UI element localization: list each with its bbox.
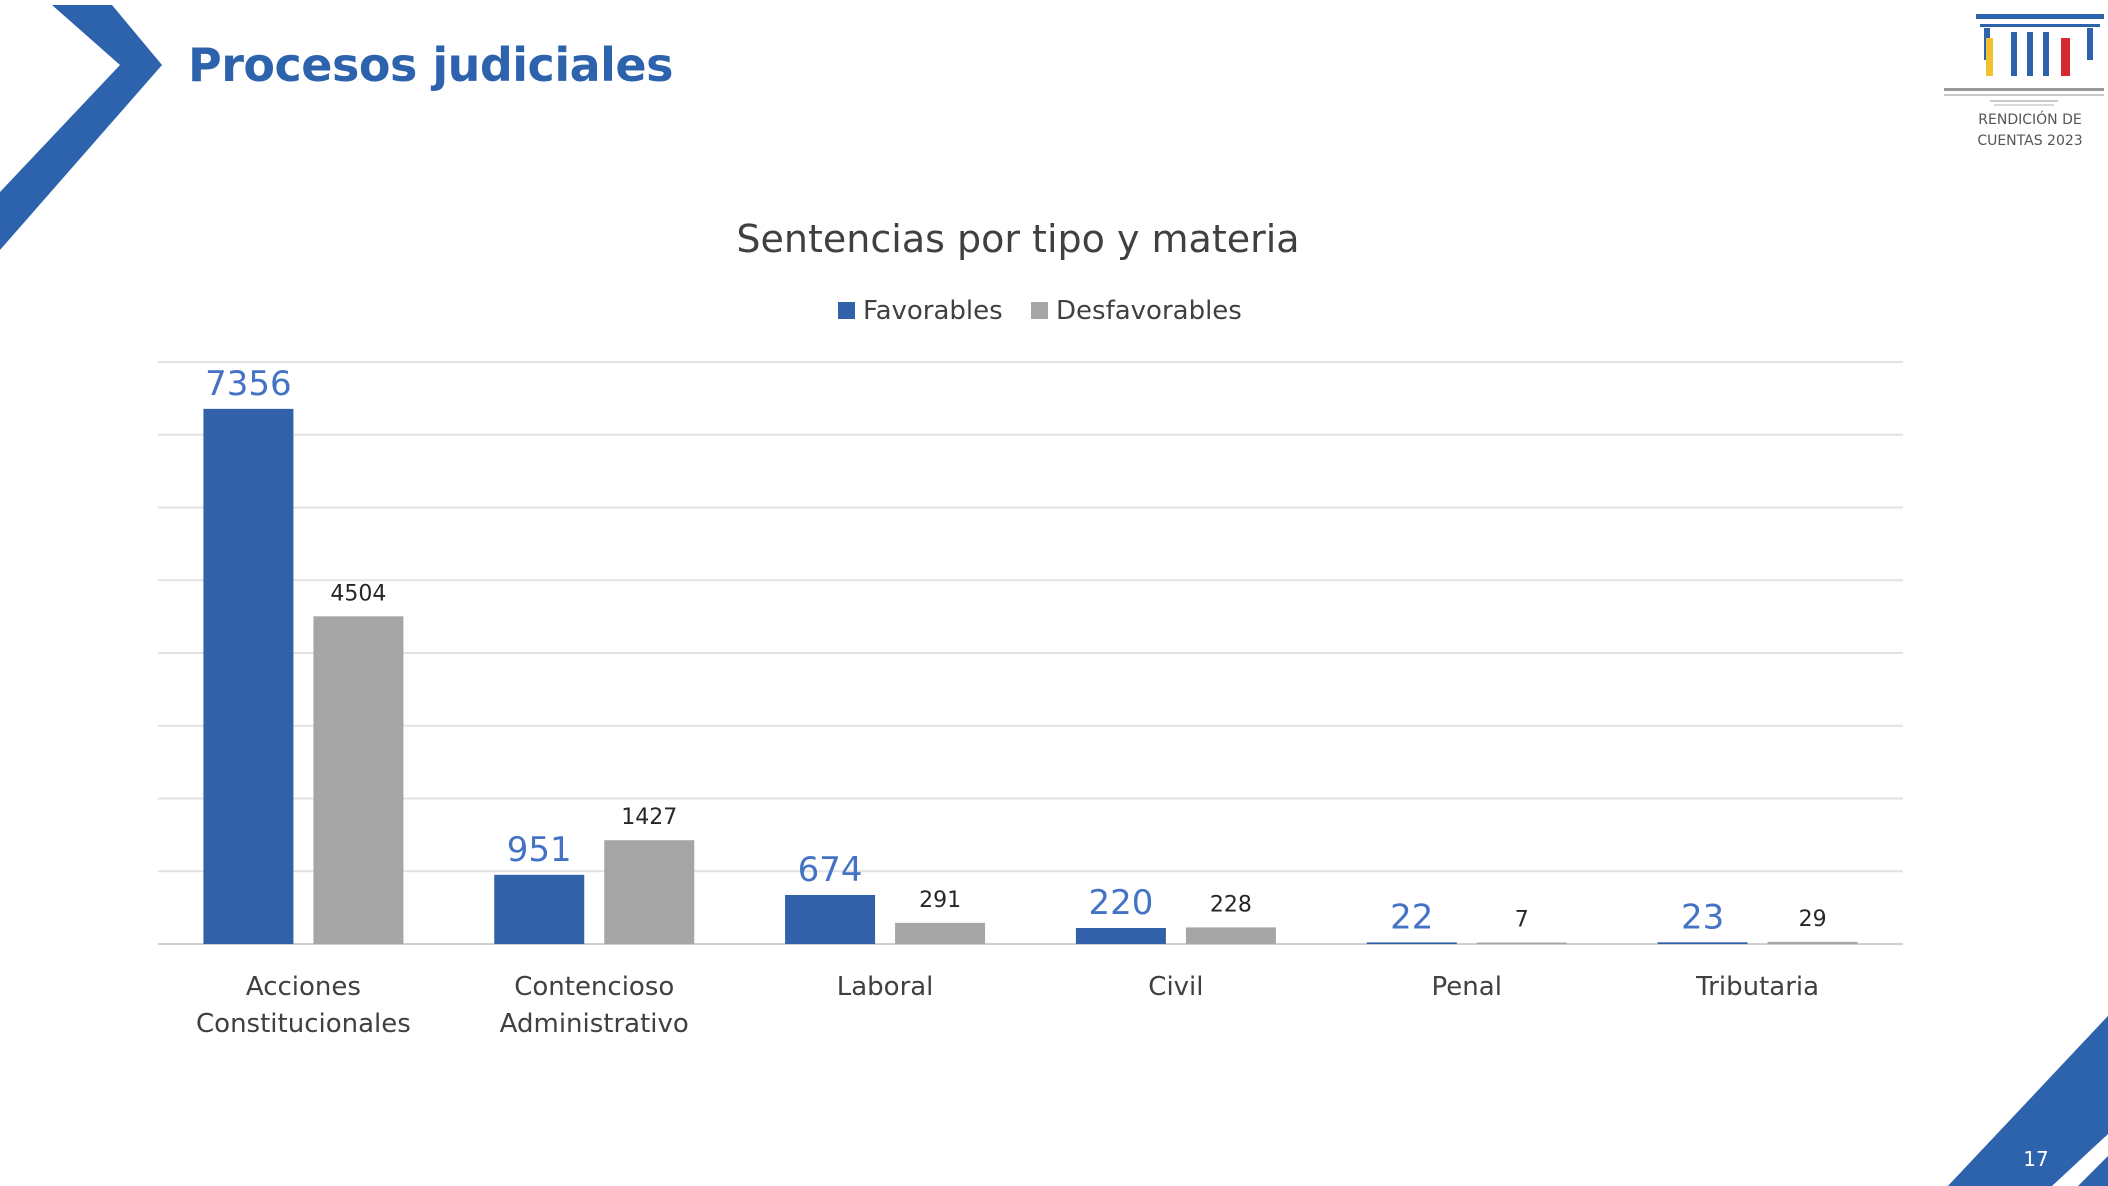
bar-favorables <box>785 894 876 944</box>
legend-label-favorables: Favorables <box>863 296 1003 326</box>
data-label-favorables: 23 <box>1681 897 1724 937</box>
chart-legend: Favorables Desfavorables <box>838 296 1242 326</box>
category-label: Tributaria <box>1695 972 1819 1002</box>
data-label-desfavorables: 4504 <box>330 581 386 606</box>
bar-desfavorables <box>895 922 986 944</box>
data-label-favorables: 220 <box>1088 883 1153 923</box>
bar-favorables <box>494 874 585 944</box>
page-number: 17 <box>2023 1147 2049 1171</box>
data-label-desfavorables: 1427 <box>621 805 677 830</box>
bar-desfavorables <box>1185 927 1276 944</box>
data-label-favorables: 674 <box>798 850 863 890</box>
category-label: Contencioso <box>514 972 674 1002</box>
chart-title: Sentencias por tipo y materia <box>736 217 1299 261</box>
logo-caption: RENDICIÓN DE CUENTAS 2023 <box>1950 110 2108 152</box>
category-label: Acciones <box>246 972 361 1002</box>
data-label-favorables: 22 <box>1390 897 1433 937</box>
bar-desfavorables <box>604 840 695 944</box>
category-label: Laboral <box>837 972 934 1002</box>
category-label: Constitucionales <box>196 1009 411 1039</box>
bar-favorables <box>1366 942 1457 944</box>
data-label-desfavorables: 291 <box>919 888 961 913</box>
gridlines <box>158 361 1903 945</box>
page-title: Procesos judiciales <box>188 38 673 92</box>
bar-desfavorables <box>313 616 404 944</box>
logo-caption-line1: RENDICIÓN DE <box>1978 112 2082 128</box>
data-label-desfavorables: 228 <box>1210 892 1252 917</box>
data-label-desfavorables: 7 <box>1515 908 1529 933</box>
bar-favorables <box>1657 942 1748 944</box>
legend-swatch-favorables <box>838 302 855 319</box>
category-label: Penal <box>1432 972 1502 1002</box>
legend-label-desfavorables: Desfavorables <box>1056 296 1242 326</box>
bar-favorables <box>203 408 294 944</box>
category-label: Administrativo <box>500 1009 689 1039</box>
bar-favorables <box>1075 927 1166 944</box>
bar-desfavorables <box>1476 942 1567 944</box>
logo-caption-line2: CUENTAS 2023 <box>1977 133 2083 149</box>
header-chevron <box>0 5 162 250</box>
category-label: Civil <box>1148 972 1203 1002</box>
data-labels: 7356 4504 951 1427 674 291 220 228 22 7 23 29 <box>205 364 1826 938</box>
corner-decoration <box>1948 1016 2108 1186</box>
data-label-favorables: 7356 <box>205 364 292 404</box>
category-labels: Acciones Constitucionales Contencioso Admin… <box>196 972 1819 1039</box>
data-label-desfavorables: 29 <box>1799 907 1827 932</box>
bar-desfavorables <box>1767 941 1858 944</box>
legend-swatch-desfavorables <box>1031 302 1048 319</box>
columns-logo-icon <box>1944 14 2104 106</box>
data-label-favorables: 951 <box>507 830 572 870</box>
bars <box>203 408 1858 944</box>
